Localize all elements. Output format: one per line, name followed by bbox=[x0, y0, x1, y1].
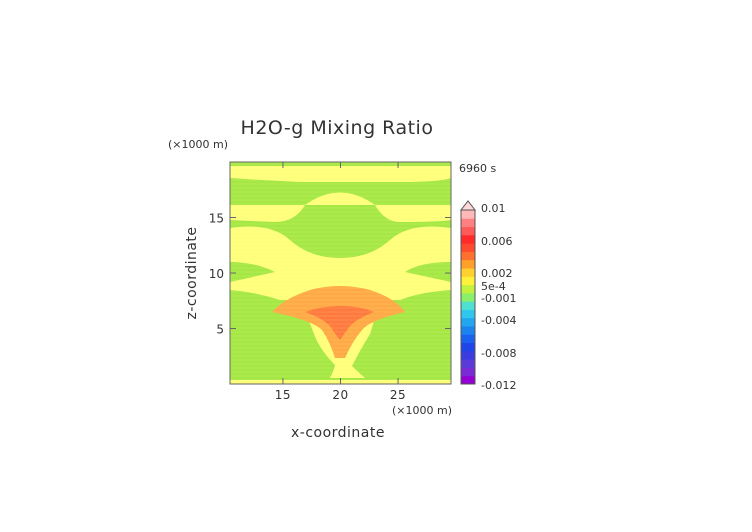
colorbar-tick-label: -0.004 bbox=[481, 314, 516, 327]
x-tick-label: 15 bbox=[275, 388, 291, 402]
y-axis-ticks: 5 10 15 bbox=[209, 212, 451, 337]
colorbar-tick-label: 0.01 bbox=[481, 202, 506, 215]
y-tick-label: 15 bbox=[209, 212, 224, 226]
colorbar-tick-label: 0.002 bbox=[481, 267, 513, 280]
colorbar bbox=[459, 200, 477, 385]
colorbar-swatch bbox=[461, 359, 475, 368]
colorbar-swatch bbox=[461, 218, 475, 228]
colorbar-swatch bbox=[461, 284, 475, 294]
x-unit-label: (×1000 m) bbox=[392, 404, 452, 417]
region-upper-yellow-dome bbox=[230, 192, 451, 222]
colorbar-swatch bbox=[461, 276, 475, 286]
colorbar-swatch bbox=[461, 334, 475, 344]
region-upper-yellow-band bbox=[230, 166, 451, 182]
y-tick-label: 10 bbox=[209, 267, 224, 281]
region-red-orange-inner bbox=[305, 306, 374, 340]
colorbar-swatch bbox=[461, 367, 475, 377]
colorbar-swatch bbox=[461, 234, 475, 244]
colorbar-swatch bbox=[461, 350, 475, 360]
time-label: 6960 s bbox=[459, 162, 496, 175]
colorbar-tick-label: 0.006 bbox=[481, 235, 513, 248]
colorbar-tick-label: -0.012 bbox=[481, 379, 516, 392]
colorbar-swatch bbox=[461, 301, 475, 310]
colorbar-swatch bbox=[461, 226, 475, 236]
colorbar-swatch bbox=[461, 326, 475, 335]
y-tick-label: 5 bbox=[216, 323, 224, 337]
colorbar-swatch bbox=[461, 243, 475, 252]
y-unit-label: (×1000 m) bbox=[168, 138, 228, 151]
colorbar-swatch bbox=[461, 375, 475, 385]
colorbar-swatch bbox=[461, 251, 475, 261]
colorbar-tick-label: -0.001 bbox=[481, 292, 516, 305]
y-axis-label: z-coordinate bbox=[184, 226, 200, 319]
colorbar-swatch bbox=[461, 342, 475, 352]
chart-title: H2O-g Mixing Ratio bbox=[241, 117, 434, 139]
x-axis-ticks: 15 20 25 bbox=[275, 162, 406, 402]
x-tick-label: 25 bbox=[390, 388, 406, 402]
colorbar-extend-arrow bbox=[459, 200, 477, 211]
colorbar-swatch bbox=[461, 317, 475, 327]
colorbar-frame bbox=[460, 209, 476, 385]
colorbar-swatch bbox=[461, 292, 475, 302]
heatmap-plot bbox=[230, 162, 451, 384]
colorbar-swatch bbox=[461, 210, 475, 219]
colorbar-swatch bbox=[461, 309, 475, 319]
x-tick-label: 20 bbox=[332, 388, 348, 402]
colorbar-tick-label: 5e-4 bbox=[481, 280, 506, 293]
colorbar-tick-label: -0.008 bbox=[481, 347, 516, 360]
colorbar-swatch bbox=[461, 268, 475, 277]
colorbar-swatch bbox=[461, 259, 475, 269]
x-axis-label: x-coordinate bbox=[291, 425, 385, 441]
